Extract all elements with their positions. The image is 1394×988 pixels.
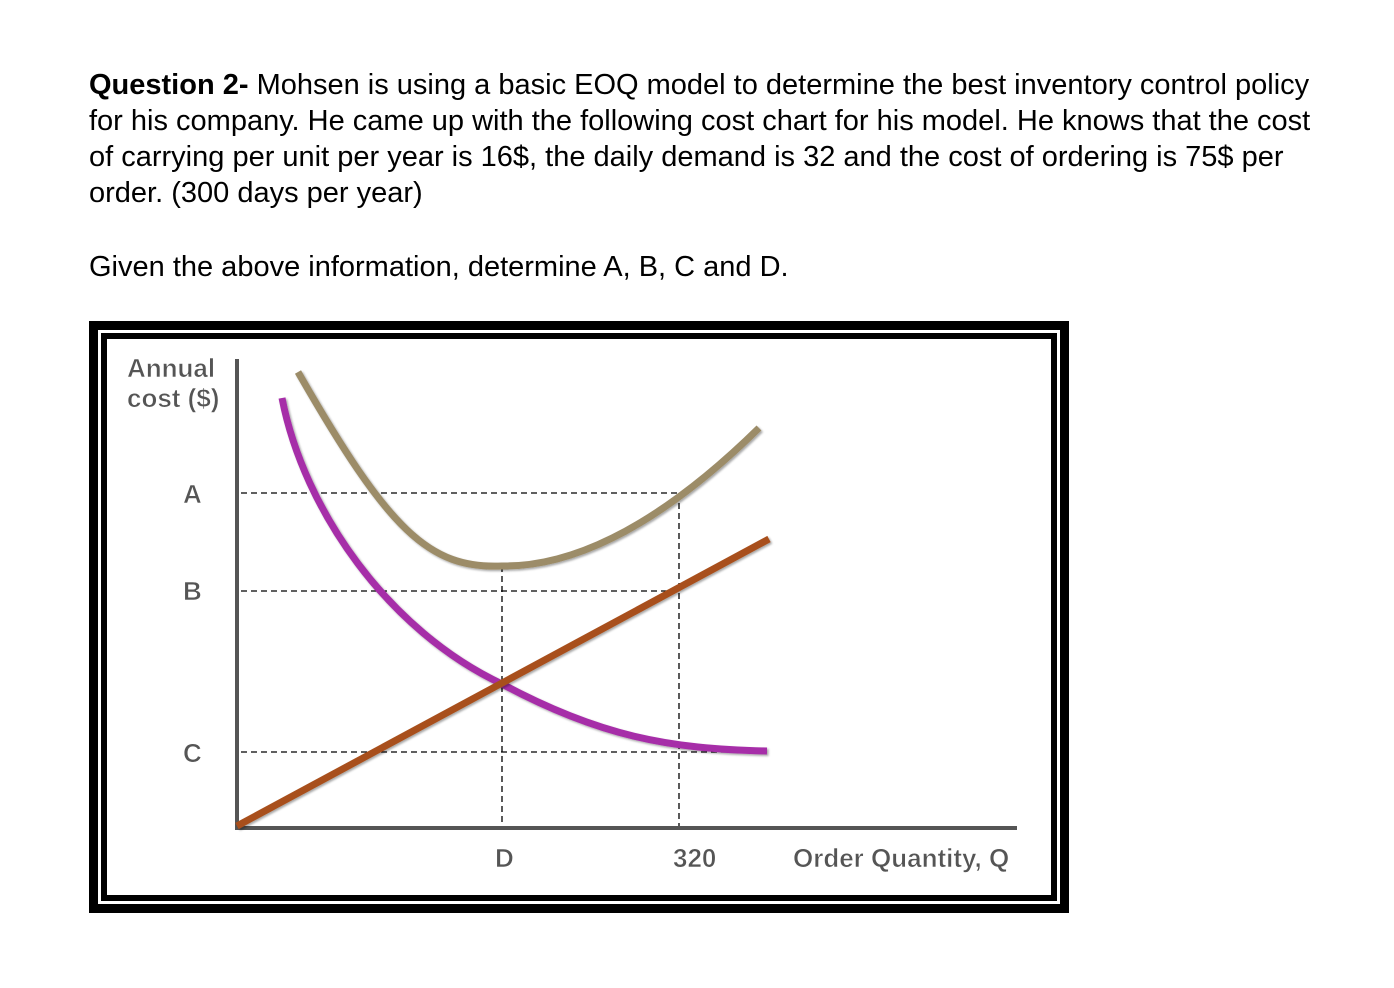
- eoq-chart-svg: Annual cost ($) A B C D 320 Order Quanti…: [89, 321, 1069, 913]
- series-carrying-cost-line: [235, 535, 771, 830]
- question-heading: Question 2-: [89, 69, 249, 101]
- y-tick-label-b: B: [183, 576, 202, 606]
- y-axis-label-line1: Annual: [127, 353, 215, 383]
- x-axis-label: Order Quantity, Q: [793, 843, 1009, 873]
- y-tick-label-a: A: [183, 479, 202, 509]
- y-tick-label-c: C: [183, 738, 202, 768]
- series-ordering-cost-curve: [278, 397, 768, 755]
- y-axis-label-line2: cost ($): [127, 383, 219, 413]
- x-tick-label-320: 320: [673, 843, 716, 873]
- series-total-cost-curve: [294, 370, 762, 570]
- question-text: Question 2- Mohsen is using a basic EOQ …: [89, 67, 1329, 211]
- eoq-cost-chart: Annual cost ($) A B C D 320 Order Quanti…: [89, 321, 1069, 913]
- chart-plot-background: [107, 339, 1051, 895]
- question-prompt: Given the above information, determine A…: [89, 251, 789, 283]
- question-body: Mohsen is using a basic EOQ model to det…: [89, 69, 1311, 209]
- x-tick-label-d: D: [495, 843, 514, 873]
